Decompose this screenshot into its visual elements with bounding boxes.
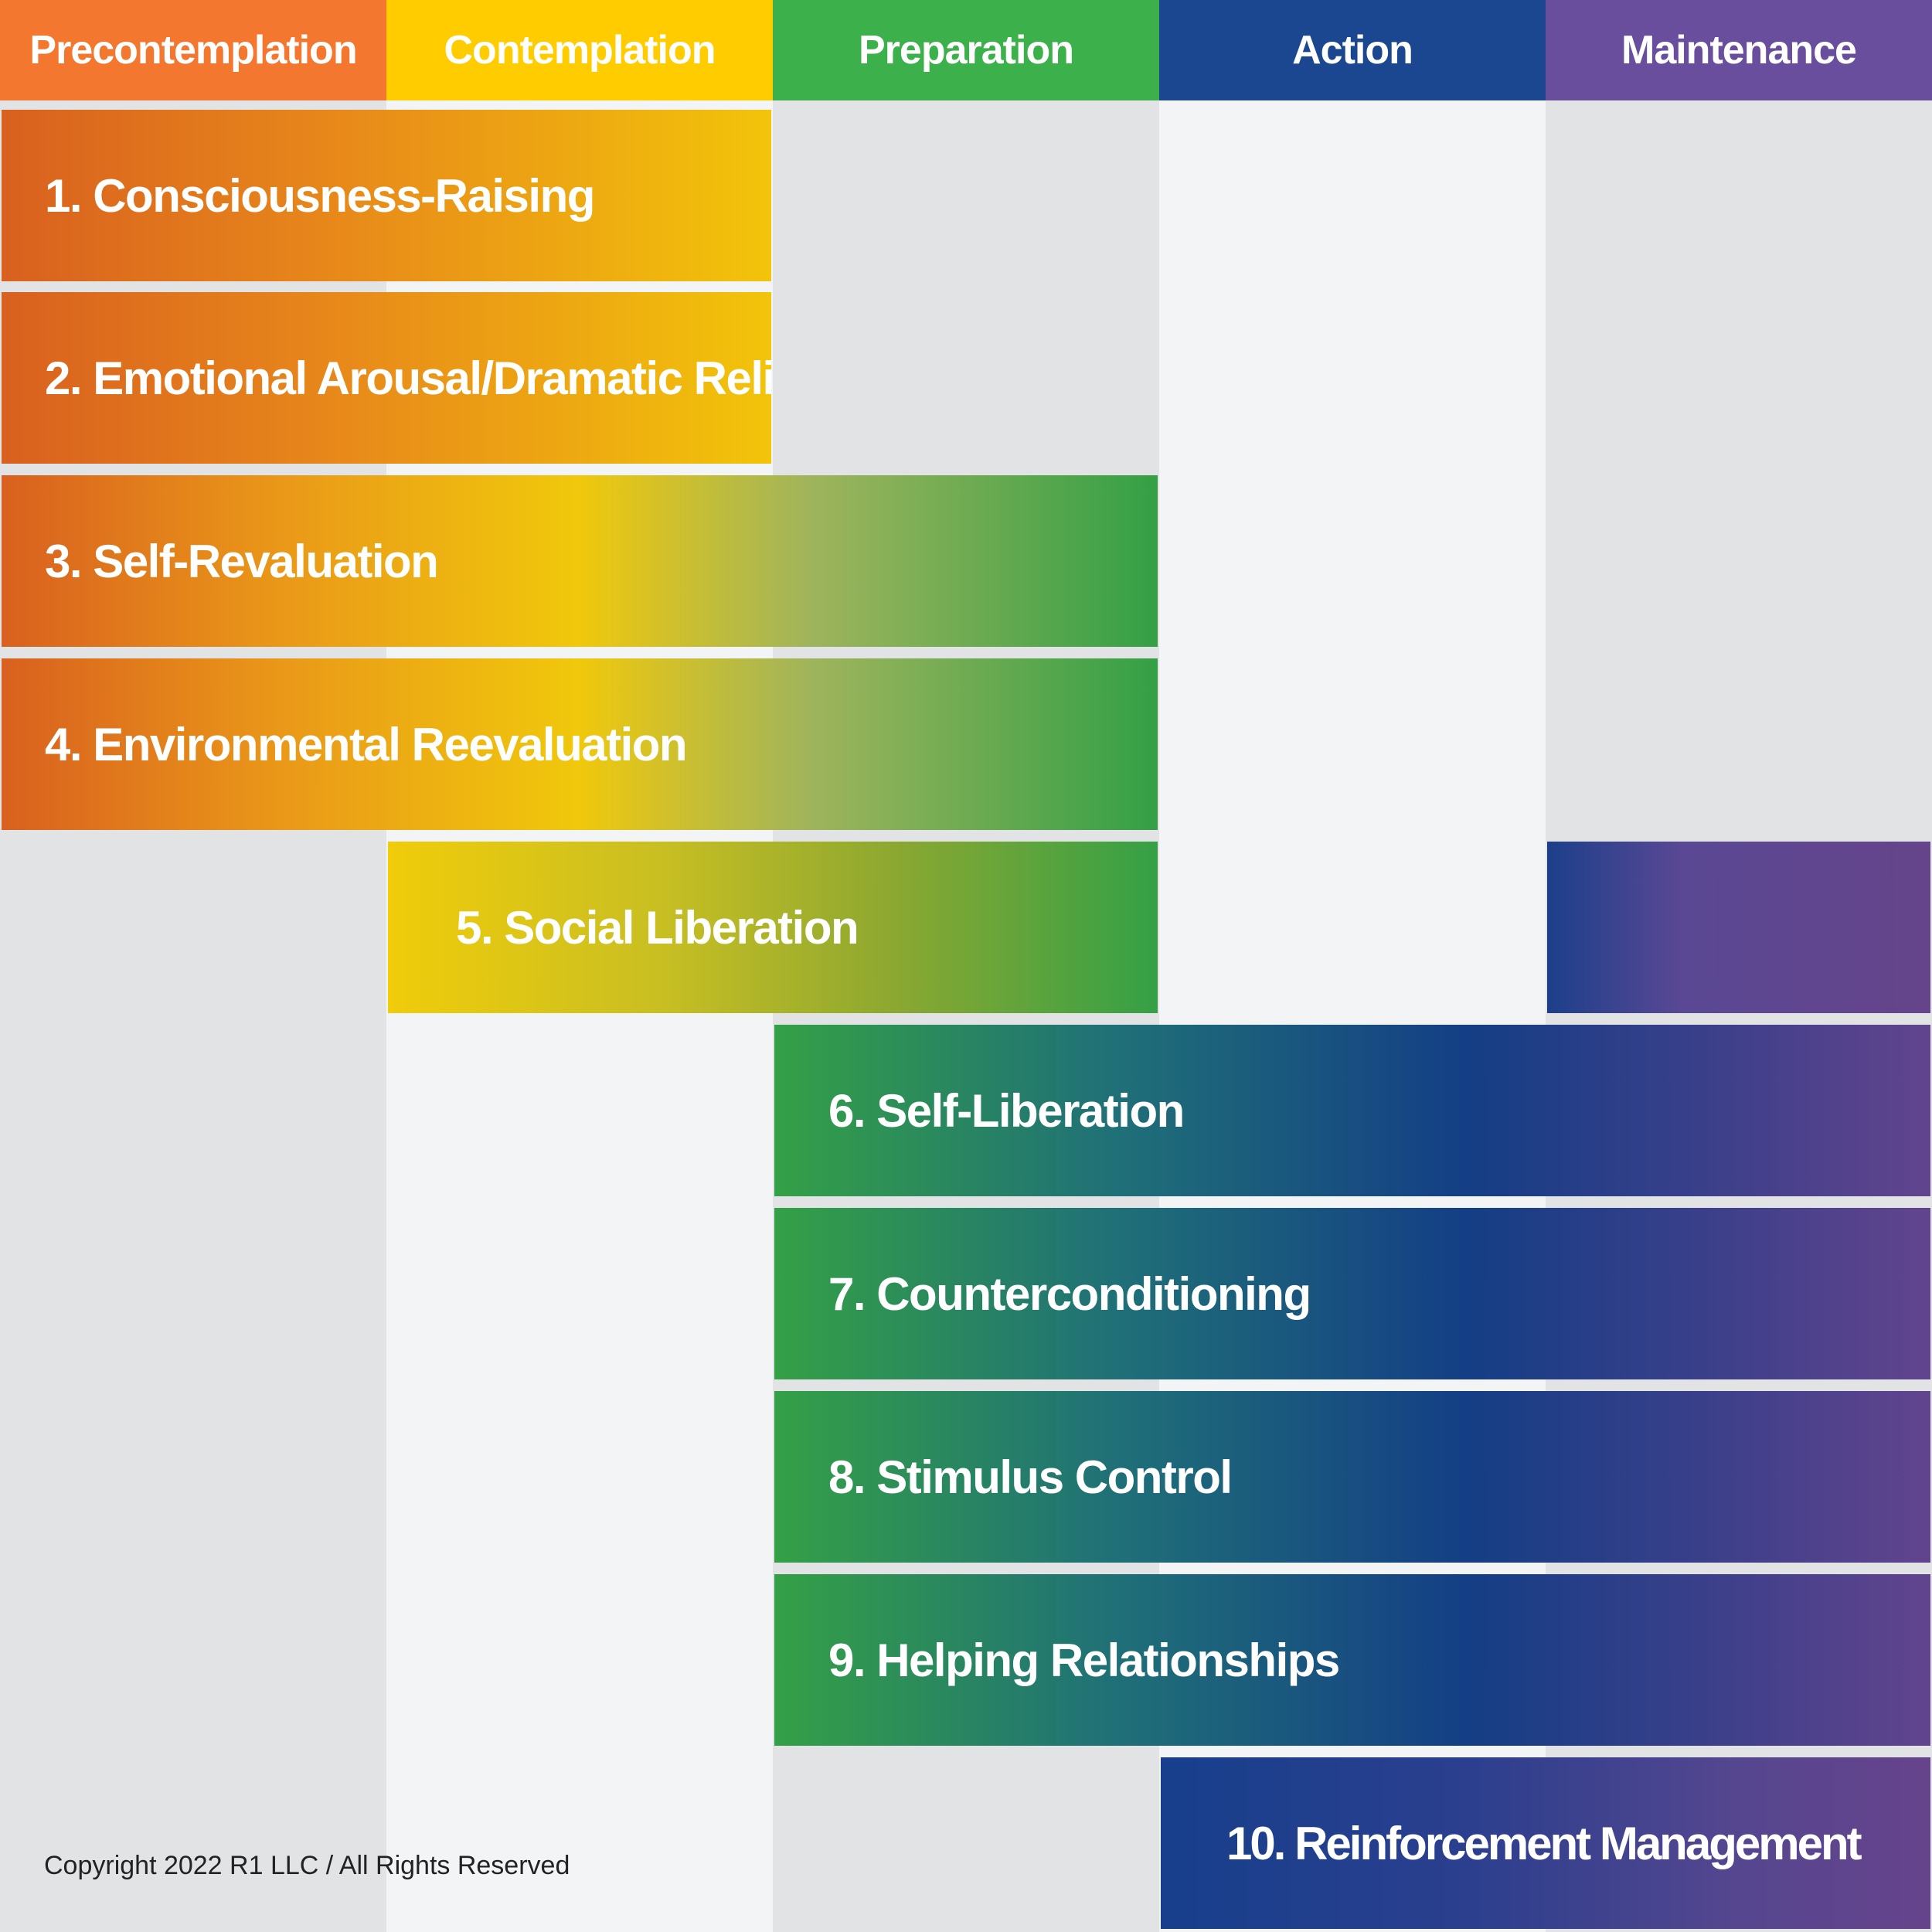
process-bar-self-liberation: 6. Self-Liberation	[774, 1025, 1930, 1196]
stage-header-precontemplation: Precontemplation	[0, 0, 386, 100]
process-bar-emotional-arousal: 2. Emotional Arousal/Dramatic Relief	[2, 292, 771, 464]
process-label: 10. Reinforcement Management	[1226, 1817, 1862, 1869]
process-bar-social-liberation: 5. Social Liberation	[388, 842, 1158, 1013]
process-bar-stimulus-control: 8. Stimulus Control	[774, 1391, 1930, 1563]
process-bar-social-liberation-maintenance	[1547, 842, 1930, 1013]
process-bar-helping-relationships: 9. Helping Relationships	[774, 1574, 1930, 1746]
stage-header-action: Action	[1159, 0, 1546, 100]
process-label: 6. Self-Liberation	[828, 1084, 1185, 1137]
process-label: 3. Self-Revaluation	[45, 535, 439, 587]
process-bar-counterconditioning: 7. Counterconditioning	[774, 1208, 1930, 1379]
process-label: 8. Stimulus Control	[828, 1451, 1233, 1503]
process-bar-self-revaluation: 3. Self-Revaluation	[2, 475, 1158, 647]
process-label: 7. Counterconditioning	[828, 1267, 1311, 1320]
stage-header-maintenance: Maintenance	[1546, 0, 1932, 100]
stage-header-contemplation: Contemplation	[386, 0, 773, 100]
process-label: 1. Consciousness-Raising	[45, 169, 595, 222]
process-label: 2. Emotional Arousal/Dramatic Relief	[45, 352, 771, 404]
process-label: 5. Social Liberation	[456, 901, 859, 954]
copyright-notice: Copyright 2022 R1 LLC / All Rights Reser…	[44, 1851, 570, 1880]
process-bar-consciousness-raising: 1. Consciousness-Raising	[2, 110, 771, 281]
stage-header-preparation: Preparation	[773, 0, 1159, 100]
process-bar-environmental-reevaluation: 4. Environmental Reevaluation	[2, 658, 1158, 830]
column-bg-precontemplation	[0, 0, 386, 1932]
process-label: 9. Helping Relationships	[828, 1634, 1340, 1686]
process-label: 4. Environmental Reevaluation	[45, 718, 688, 770]
process-bar-reinforcement-management: 10. Reinforcement Management	[1161, 1757, 1930, 1929]
